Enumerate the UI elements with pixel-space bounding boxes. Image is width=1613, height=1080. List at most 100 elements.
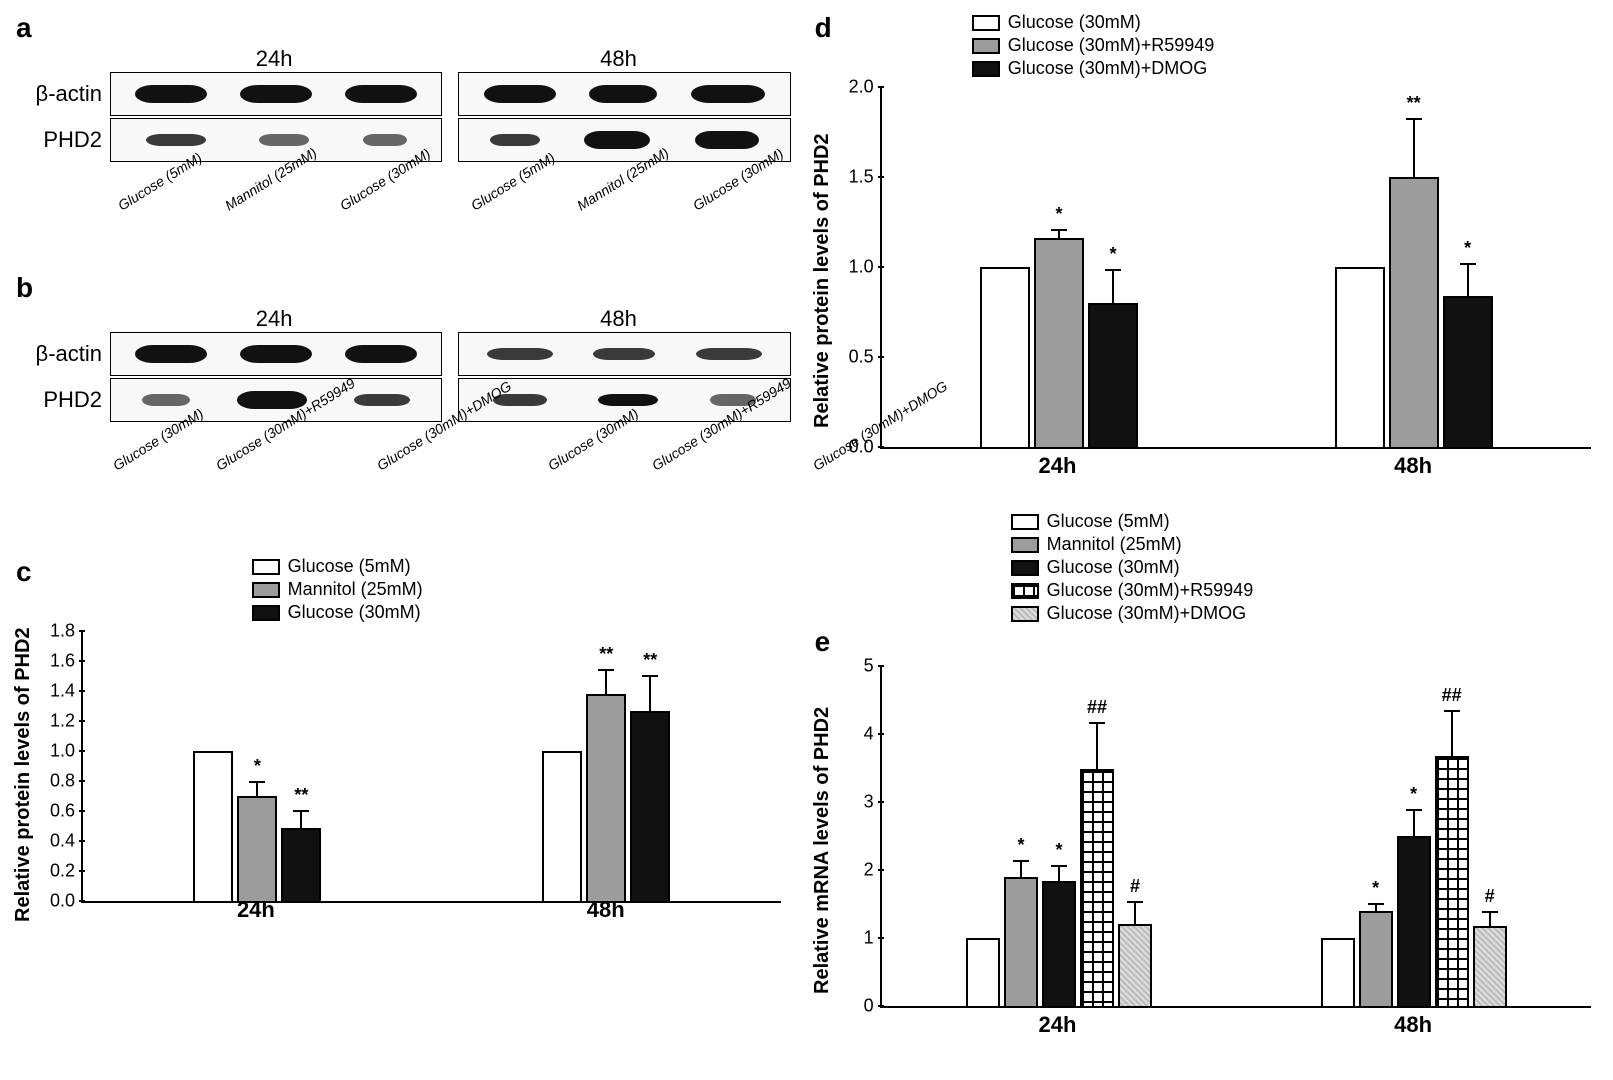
bar: * xyxy=(1359,911,1393,1006)
legend-swatch xyxy=(972,15,1000,31)
bar: ** xyxy=(281,828,321,902)
legend-item: Glucose (30mM)+R59949 xyxy=(972,35,1215,56)
blot-box xyxy=(110,118,442,162)
legend-swatch xyxy=(972,61,1000,77)
panel-c-label: c xyxy=(16,556,32,588)
panel-c-legend: Glucose (5mM)Mannitol (25mM)Glucose (30m… xyxy=(252,556,423,625)
bar-group: **### xyxy=(882,666,1237,1006)
bar: ** xyxy=(630,711,670,902)
legend-label: Mannitol (25mM) xyxy=(1047,534,1182,555)
bar: * xyxy=(1004,877,1038,1006)
ytick-label: 1.4 xyxy=(50,681,75,702)
bar-group: **** xyxy=(432,631,781,901)
figure-columns: a 24h 48h β-actin PHD2 Glucose (5mM)Mann… xyxy=(12,12,1601,1080)
legend-label: Glucose (30mM)+DMOG xyxy=(1047,603,1247,624)
legend-swatch xyxy=(252,605,280,621)
panel-d-legend: Glucose (30mM)Glucose (30mM)+R59949Gluco… xyxy=(972,12,1215,81)
ytick-label: 2 xyxy=(864,860,874,881)
bar: * xyxy=(1042,881,1076,1006)
bar: * xyxy=(1397,836,1431,1006)
panel-b-label: b xyxy=(16,272,791,304)
legend-item: Glucose (5mM) xyxy=(252,556,423,577)
blot-box xyxy=(110,378,442,422)
panel-c-chart: Relative protein levels of PHD2 *******0… xyxy=(12,625,791,925)
panel-e-legend: Glucose (5mM)Mannitol (25mM)Glucose (30m… xyxy=(1011,511,1601,626)
panel-d-label: d xyxy=(815,12,832,44)
bar xyxy=(966,938,1000,1006)
xtick-label: 24h xyxy=(880,453,1236,481)
ytick-label: 1.2 xyxy=(50,711,75,732)
panel-a-label: a xyxy=(16,12,791,44)
legend-label: Mannitol (25mM) xyxy=(288,579,423,600)
legend-item: Glucose (30mM) xyxy=(252,602,423,623)
significance-marker: ## xyxy=(1087,697,1107,718)
panel-e-chart: Relative mRNA levels of PHD2 **###**###0… xyxy=(811,660,1601,1040)
blot-box xyxy=(458,332,790,376)
ytick-label: 1 xyxy=(864,928,874,949)
legend-swatch xyxy=(1011,560,1039,576)
legend-label: Glucose (30mM)+R59949 xyxy=(1008,35,1215,56)
bar-group: *** xyxy=(83,631,432,901)
ytick-label: 0.0 xyxy=(50,891,75,912)
panel-a-blot: 24h 48h β-actin PHD2 Glucose (5mM)Mannit… xyxy=(12,46,791,268)
ytick-label: 4 xyxy=(864,724,874,745)
significance-marker: * xyxy=(1410,784,1417,805)
figure-root: a 24h 48h β-actin PHD2 Glucose (5mM)Mann… xyxy=(0,0,1613,1080)
ytick-label: 0.5 xyxy=(849,347,874,368)
ytick-label: 0 xyxy=(864,996,874,1017)
xtick-label: 48h xyxy=(431,897,781,925)
bar-group: **### xyxy=(1236,666,1591,1006)
blot-box xyxy=(110,332,442,376)
significance-marker: ** xyxy=(643,650,657,671)
significance-marker: ** xyxy=(599,644,613,665)
panel-a-row1: PHD2 xyxy=(12,127,110,153)
xtick-label: 48h xyxy=(1235,453,1591,481)
legend-swatch xyxy=(1011,583,1039,599)
significance-marker: * xyxy=(1017,835,1024,856)
panel-b-row0: β-actin xyxy=(12,341,110,367)
panel-b-time-0: 24h xyxy=(102,306,446,332)
legend-label: Glucose (30mM)+DMOG xyxy=(1008,58,1208,79)
significance-marker: * xyxy=(1055,840,1062,861)
panel-e-label: e xyxy=(815,626,831,658)
legend-swatch xyxy=(252,559,280,575)
significance-marker: * xyxy=(1372,878,1379,899)
legend-item: Glucose (5mM) xyxy=(1011,511,1601,532)
bar: * xyxy=(1443,296,1493,447)
legend-item: Mannitol (25mM) xyxy=(1011,534,1601,555)
significance-marker: * xyxy=(1055,204,1062,225)
panel-a-row0: β-actin xyxy=(12,81,110,107)
legend-label: Glucose (5mM) xyxy=(1047,511,1170,532)
blot-box xyxy=(110,72,442,116)
significance-marker: # xyxy=(1485,886,1495,907)
legend-item: Glucose (30mM) xyxy=(972,12,1215,33)
ytick-label: 3 xyxy=(864,792,874,813)
ytick-label: 0.4 xyxy=(50,831,75,852)
legend-item: Glucose (30mM) xyxy=(1011,557,1601,578)
significance-marker: * xyxy=(1109,244,1116,265)
bar: # xyxy=(1118,924,1152,1006)
ytick-label: 0.2 xyxy=(50,861,75,882)
significance-marker: ** xyxy=(294,785,308,806)
ytick-label: 5 xyxy=(864,656,874,677)
ytick-label: 0.6 xyxy=(50,801,75,822)
bar: ## xyxy=(1080,769,1114,1006)
ytick-label: 1.5 xyxy=(849,167,874,188)
panel-d-ylabel: Relative protein levels of PHD2 xyxy=(811,81,834,481)
bar: ** xyxy=(1389,177,1439,447)
legend-item: Glucose (30mM)+DMOG xyxy=(1011,603,1601,624)
significance-marker: * xyxy=(254,756,261,777)
ytick-label: 1.0 xyxy=(849,257,874,278)
panel-a-time-1: 48h xyxy=(446,46,790,72)
bar: ** xyxy=(586,694,626,901)
legend-swatch xyxy=(972,38,1000,54)
legend-swatch xyxy=(252,582,280,598)
bar xyxy=(193,751,233,901)
panel-b-blot: 24h 48h β-actin PHD2 Glucose (30mM)Gluco… xyxy=(12,306,791,552)
left-column: a 24h 48h β-actin PHD2 Glucose (5mM)Mann… xyxy=(12,12,791,1080)
bar-group: *** xyxy=(1236,87,1591,447)
legend-label: Glucose (30mM) xyxy=(288,602,421,623)
bar-group: ** xyxy=(882,87,1237,447)
bar: * xyxy=(1088,303,1138,447)
xtick-label: 24h xyxy=(81,897,431,925)
